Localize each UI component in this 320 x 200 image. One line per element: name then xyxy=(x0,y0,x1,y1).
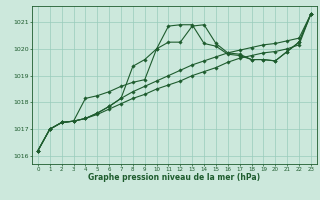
X-axis label: Graphe pression niveau de la mer (hPa): Graphe pression niveau de la mer (hPa) xyxy=(88,173,260,182)
